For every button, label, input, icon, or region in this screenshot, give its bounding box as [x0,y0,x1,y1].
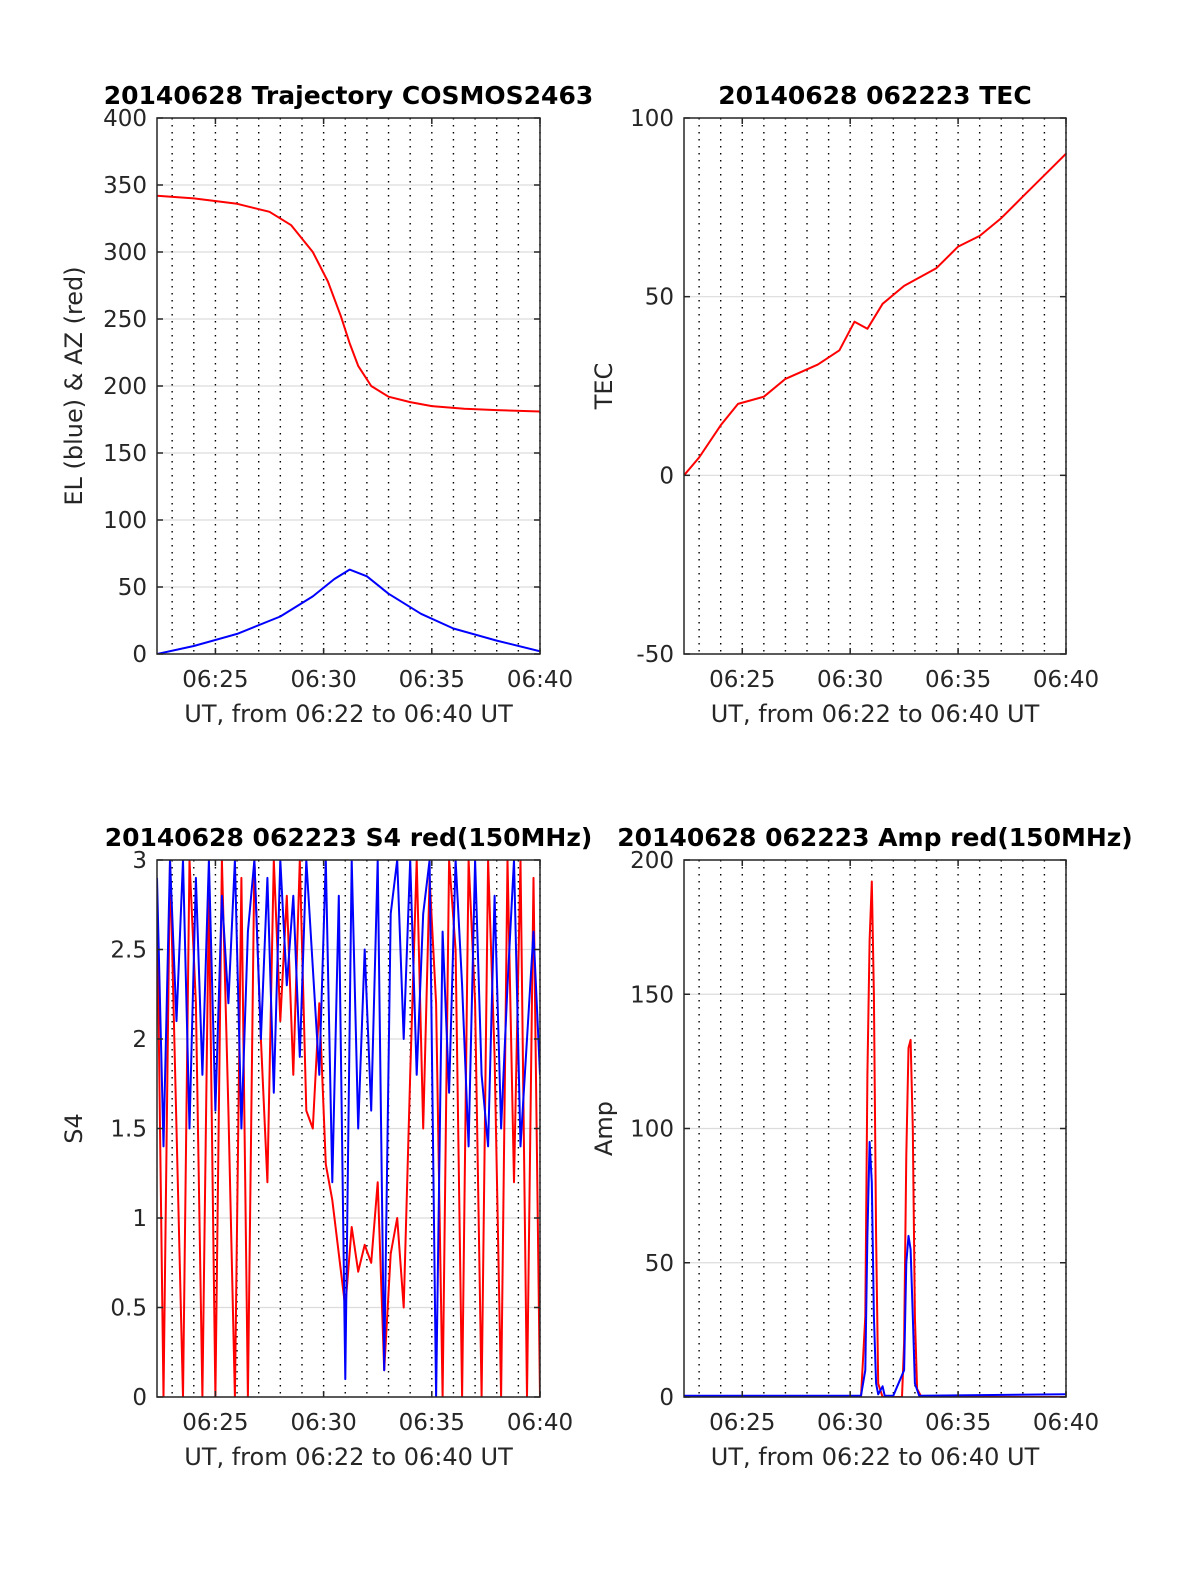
x-axis-label: UT, from 06:22 to 06:40 UT [711,700,1040,728]
y-tick-label: 0 [659,463,674,489]
x-tick-label: 06:40 [507,667,573,693]
x-tick-label: 06:25 [182,667,248,693]
x-tick-label: 06:35 [399,667,465,693]
x-tick-label: 06:35 [399,1410,465,1436]
y-axis-label: S4 [60,1113,88,1144]
chart-title: 20140628 062223 S4 red(150MHz) [105,823,593,852]
x-tick-label: 06:40 [507,1410,573,1436]
y-tick-label: 1.5 [110,1117,147,1143]
x-tick-label: 06:40 [1033,667,1099,693]
y-tick-label: 350 [103,173,147,199]
y-tick-label: -50 [636,642,674,668]
y-tick-label: 100 [630,1117,674,1143]
chart-panel-4: 0 50 100 150 200 06:25 06:30 06:35 06:40 20140628… [590,823,1133,1471]
y-axis-label: TEC [590,363,618,411]
x-axis-label: UT, from 06:22 to 06:40 UT [184,1443,513,1471]
y-tick-label: 0 [659,1385,674,1411]
series-red-line [684,880,1066,1397]
series-red-line [157,194,540,413]
x-axis-label: UT, from 06:22 to 06:40 UT [184,700,513,728]
x-tick-label: 06:25 [709,1410,775,1436]
y-tick-label: 0.5 [110,1296,147,1322]
x-tick-label: 06:30 [290,1410,356,1436]
x-axis-label: UT, from 06:22 to 06:40 UT [711,1443,1040,1471]
plot-area [684,118,1066,654]
y-tick-label: 300 [103,240,147,266]
y-tick-label: 0 [132,1385,147,1411]
chart-title: 20140628 Trajectory COSMOS2463 [104,81,594,110]
y-tick-label: 0 [132,642,147,668]
y-axis-label: EL (blue) & AZ (red) [60,266,88,505]
y-tick-label: 100 [103,508,147,534]
y-tick-label: 1 [132,1206,147,1232]
y-tick-label: 2.5 [110,938,147,964]
x-tick-label: 06:30 [817,1410,883,1436]
chart-title: 20140628 062223 TEC [718,81,1031,110]
y-tick-label: 200 [630,848,674,874]
y-tick-label: 150 [103,441,147,467]
y-tick-label: 200 [103,374,147,400]
y-tick-label: 2 [132,1027,147,1053]
y-tick-label: 100 [630,106,674,132]
series-blue-line [157,568,540,654]
y-axis-label: Amp [590,1101,618,1156]
chart-panel-1: 0 50 100 150 200 250 300 350 400 06:25 06:30 06:35 0… [60,81,593,728]
chart-panel-2: -50 0 50 100 06:25 06:30 06:35 06:40 20140628 06… [590,81,1099,728]
series-red-line [684,152,1066,476]
y-tick-label: 50 [645,285,674,311]
y-tick-label: 400 [103,106,147,132]
x-tick-label: 06:25 [709,667,775,693]
y-tick-label: 50 [118,575,147,601]
series-blue-line [684,1140,1066,1397]
x-tick-label: 06:25 [182,1410,248,1436]
y-tick-label: 250 [103,307,147,333]
y-tick-label: 150 [630,982,674,1008]
y-tick-label: 3 [132,848,147,874]
x-tick-label: 06:40 [1033,1410,1099,1436]
chart-panel-3: 0 0.5 1 1.5 2 2.5 3 06:25 06:30 06:35 06:40 2014062… [60,823,592,1471]
y-tick-label: 50 [645,1251,674,1277]
chart-title: 20140628 062223 Amp red(150MHz) [617,823,1133,852]
x-tick-label: 06:35 [925,1410,991,1436]
x-tick-label: 06:30 [817,667,883,693]
series-blue-line [157,860,540,1397]
x-tick-label: 06:35 [925,667,991,693]
axes-frame [683,117,1067,655]
x-tick-label: 06:30 [290,667,356,693]
